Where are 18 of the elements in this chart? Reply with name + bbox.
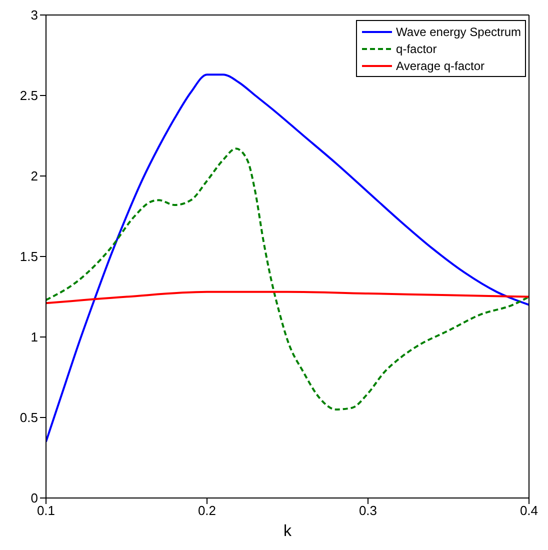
- y-tick-label: 2.5: [20, 88, 38, 104]
- x-tick-label: 0.1: [36, 503, 56, 518]
- line-series: [46, 148, 529, 410]
- line-series: [46, 290, 529, 304]
- y-tick-label: 2: [30, 168, 38, 184]
- y-tick-label: 3: [30, 8, 38, 23]
- legend-label: Average q-factor: [396, 58, 485, 72]
- x-tick-label: 0.2: [198, 503, 216, 518]
- y-tick-label: 1: [30, 330, 38, 345]
- legend-label: Wave energy Spectrum: [396, 24, 521, 38]
- x-tick-label: 0.3: [358, 503, 378, 518]
- x-axis-title: k: [284, 523, 292, 540]
- y-tick-label: 0.5: [20, 410, 38, 426]
- y-tick-label: 1.5: [20, 249, 38, 264]
- y-tick-label: 0: [30, 490, 38, 506]
- line-series: [46, 74, 529, 443]
- x-tick-label: 0.4: [520, 503, 538, 518]
- legend-label: q-factor: [396, 42, 437, 56]
